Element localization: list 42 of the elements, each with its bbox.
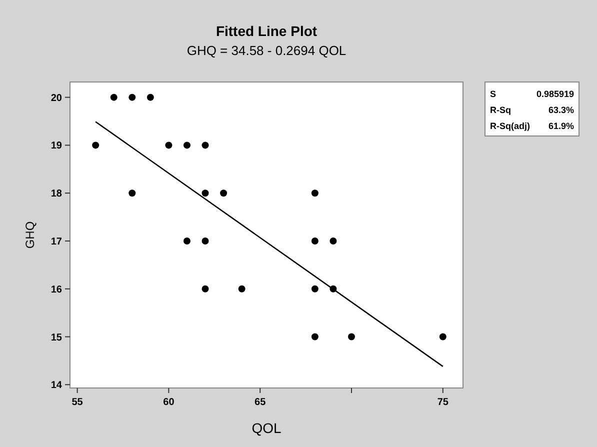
point xyxy=(202,190,209,197)
point xyxy=(92,142,100,149)
x-tick-label: 65 xyxy=(254,397,266,408)
point xyxy=(238,285,246,292)
x-tick-label: 60 xyxy=(163,397,175,408)
point xyxy=(183,142,190,149)
point xyxy=(110,94,118,101)
point xyxy=(439,333,446,340)
text: 61.9% xyxy=(548,121,574,131)
point xyxy=(146,94,154,101)
point xyxy=(128,190,136,197)
x-tick-label: 75 xyxy=(437,397,449,408)
y-tick-label: 14 xyxy=(50,380,62,392)
point xyxy=(165,142,172,149)
text: R-Sq xyxy=(490,105,511,115)
text: R-Sq(adj) xyxy=(490,121,530,131)
y-axis-title: GHQ xyxy=(23,221,37,249)
point xyxy=(348,333,355,340)
point xyxy=(330,237,337,244)
chart-subtitle: GHQ = 34.58 - 0.2694 QOL xyxy=(186,43,346,58)
y-tick-label: 20 xyxy=(50,92,62,104)
point xyxy=(202,142,209,149)
y-tick-label: 19 xyxy=(50,140,62,152)
point xyxy=(202,285,209,292)
y-tick-label: 16 xyxy=(50,284,62,296)
y-tick-label: 17 xyxy=(50,236,62,248)
x-axis-title: QOL xyxy=(252,420,282,436)
y-tick-label: 18 xyxy=(50,188,62,200)
point xyxy=(220,190,228,197)
point xyxy=(202,237,209,244)
text: 0.985919 xyxy=(536,89,574,99)
point xyxy=(311,237,318,244)
text: S xyxy=(490,89,496,99)
point xyxy=(311,190,318,197)
y-tick-label: 15 xyxy=(50,332,62,344)
chart-title: Fitted Line Plot xyxy=(216,23,318,39)
x-tick-label: 55 xyxy=(72,397,84,408)
text: 63.3% xyxy=(548,105,574,115)
point xyxy=(128,94,136,101)
point xyxy=(311,285,318,292)
point xyxy=(311,333,318,340)
point xyxy=(183,237,190,244)
